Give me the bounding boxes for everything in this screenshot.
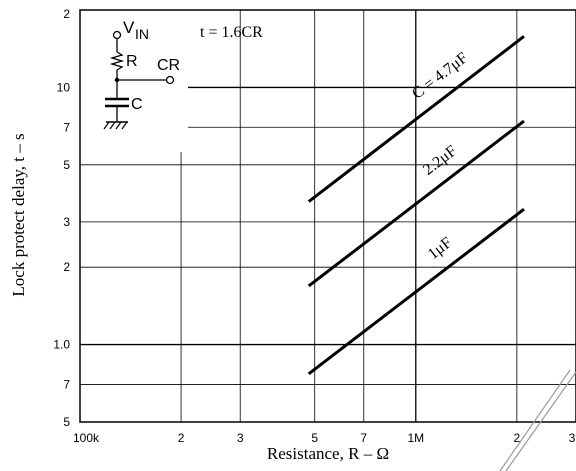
watermark-stroke	[499, 369, 576, 471]
y-tick-label: 2	[63, 260, 70, 274]
ground-icon	[103, 121, 128, 130]
cr-terminal-icon	[165, 75, 175, 85]
series-label: C = 4.7μF	[409, 49, 471, 102]
x-axis-ticks: 100k 2 3 5 7 1M 2 3	[73, 431, 576, 445]
x-tick-label: 2	[178, 431, 185, 445]
resistor-icon	[109, 51, 125, 71]
y-tick-label: 10	[57, 80, 71, 94]
x-tick-label: 1M	[407, 431, 424, 445]
vin-subscript: IN	[135, 26, 149, 42]
y-axis-ticks: 5 7 1.0 2 3 5 7 10 2	[53, 7, 70, 429]
y-tick-label: 2	[63, 7, 70, 21]
series-line	[307, 119, 525, 288]
y-tick-label: 7	[63, 120, 70, 134]
x-axis-title: Resistance, R – Ω	[267, 444, 389, 463]
series-lines	[307, 35, 525, 375]
x-tick-label: 100k	[73, 431, 100, 445]
x-tick-label: 3	[237, 431, 244, 445]
circuit-inset: V IN R CR C	[103, 18, 180, 130]
x-tick-label: 7	[360, 431, 367, 445]
r-label: R	[126, 53, 138, 70]
y-tick-label: 5	[63, 415, 70, 429]
cr-label: CR	[157, 57, 180, 74]
y-tick-label: 1.0	[53, 338, 70, 352]
y-axis-title: Lock protect delay, t – s	[9, 133, 28, 296]
grid	[80, 10, 576, 422]
vin-label: V	[123, 18, 135, 37]
formula-annotation: t = 1.6CR	[200, 24, 263, 41]
y-tick-label: 5	[63, 158, 70, 172]
series-line	[307, 208, 525, 375]
x-tick-label: 5	[311, 431, 318, 445]
y-tick-label: 7	[63, 377, 70, 391]
series-label: 1μF	[425, 234, 456, 263]
series-line	[307, 35, 525, 203]
c-label: C	[131, 96, 143, 113]
x-tick-label: 3	[569, 431, 576, 445]
vin-terminal-icon	[112, 30, 122, 40]
x-tick-label: 2	[514, 431, 521, 445]
y-tick-label: 3	[63, 215, 70, 229]
plot-frame	[79, 9, 576, 423]
